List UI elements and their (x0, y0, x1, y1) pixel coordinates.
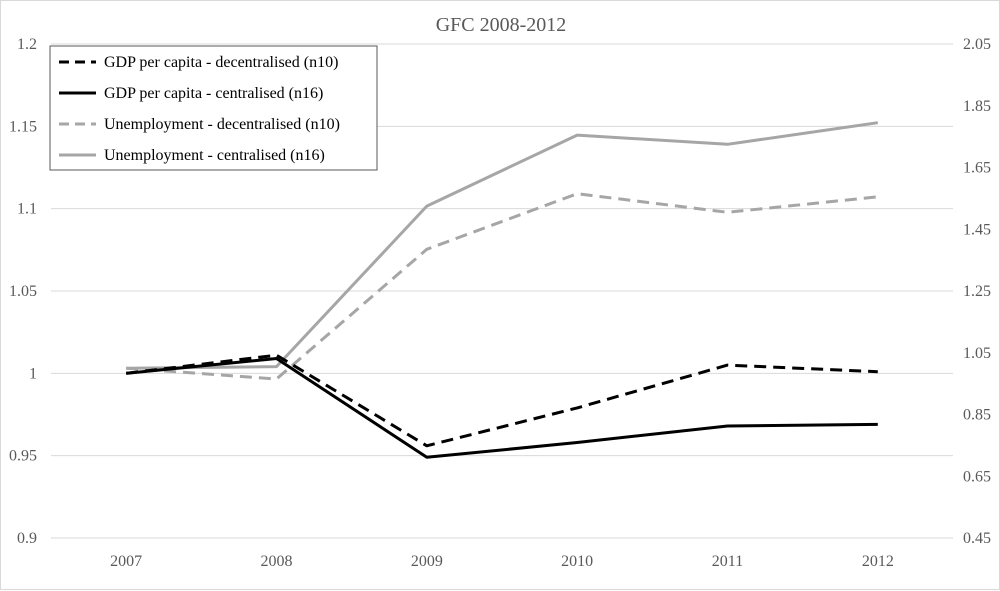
y-tick-label: 0.95 (9, 448, 37, 465)
legend-label: Unemployment - centralised (n16) (104, 147, 325, 164)
series-line-2 (126, 357, 878, 459)
y-tick-label: 1 (29, 365, 37, 382)
y2-tick-label: 0.45 (963, 530, 991, 547)
x-tick-label: 2010 (561, 553, 593, 570)
series-line-1 (126, 353, 878, 448)
x-tick-label: 2012 (862, 553, 894, 570)
series-line-4 (126, 121, 879, 370)
right-axis-ticks: 0.45 0.65 0.85 1.05 1.25 1.45 1.65 1.85 2.05 (963, 36, 991, 547)
legend-label: Unemployment - decentralised (n10) (104, 116, 340, 133)
y-tick-label: 1.1 (17, 201, 37, 218)
x-tick-label: 2007 (110, 553, 142, 570)
legend: GDP per capita - decentralised (n10) GDP … (49, 45, 378, 171)
y2-tick-label: 1.05 (963, 345, 991, 362)
y-tick-label: 0.9 (17, 530, 37, 547)
y2-tick-label: 2.05 (963, 36, 991, 53)
chart-title: GFC 2008-2012 (436, 14, 567, 36)
series-lines (126, 121, 879, 459)
y2-tick-label: 0.65 (963, 468, 991, 485)
y2-tick-label: 0.85 (963, 407, 991, 424)
y-tick-label: 1.2 (17, 36, 37, 53)
legend-label: GDP per capita - centralised (n16) (104, 85, 323, 102)
series-line-3 (126, 192, 878, 381)
x-tick-label: 2008 (261, 553, 293, 570)
y2-tick-label: 1.65 (963, 160, 991, 177)
y-tick-label: 1.05 (9, 283, 37, 300)
y2-tick-label: 1.25 (963, 283, 991, 300)
legend-label: GDP per capita - decentralised (n10) (104, 54, 338, 71)
y-tick-label: 1.15 (9, 118, 37, 135)
left-axis-ticks: 0.9 0.95 1 1.05 1.1 1.15 1.2 (9, 36, 37, 547)
y2-tick-label: 1.45 (963, 221, 991, 238)
x-axis-ticks: 2007 2008 2009 2010 2011 2012 (110, 553, 894, 570)
legend-box (49, 45, 378, 171)
x-tick-label: 2011 (712, 553, 743, 570)
x-tick-label: 2009 (411, 553, 443, 570)
y2-tick-label: 1.85 (963, 98, 991, 115)
